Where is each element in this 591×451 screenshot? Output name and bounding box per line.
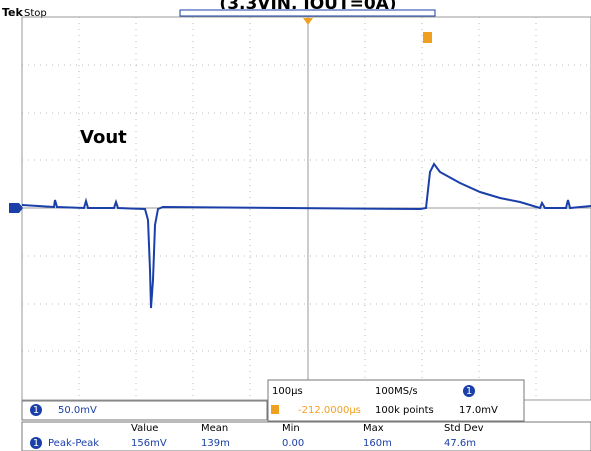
waveform — [21, 162, 591, 309]
record-bar — [179, 9, 436, 17]
position: -212.0000µs — [298, 405, 361, 416]
record-length: 100k points — [375, 405, 434, 416]
graticule — [22, 17, 591, 400]
top-bar — [0, 9, 591, 17]
meas-value: 139m — [201, 438, 230, 449]
trigger-marker — [303, 18, 313, 25]
meas-header: Max — [363, 423, 384, 434]
trigger-channel-number: 1 — [466, 386, 472, 397]
meas-value: 156mV — [131, 438, 167, 449]
brand: Tek — [2, 6, 24, 19]
trigger-level: 17.0mV — [459, 405, 498, 416]
meas-channel — [30, 437, 42, 449]
meas-header: Mean — [201, 423, 228, 434]
meas-header: Std Dev — [444, 423, 484, 434]
sample-rate: 100MS/s — [375, 386, 418, 397]
meas-header: Min — [282, 423, 300, 434]
channel-number: 1 — [33, 405, 39, 416]
meas-header: Value — [131, 423, 158, 434]
status: Stop — [24, 8, 47, 19]
channel-badge — [30, 404, 42, 416]
meas-channel-number: 1 — [33, 438, 39, 449]
timebase: 100µs — [272, 386, 303, 397]
position-icon — [271, 405, 279, 414]
meas-name: Peak-Peak — [48, 438, 99, 449]
trigger-position — [423, 32, 432, 43]
channel-scale: 50.0mV — [58, 405, 97, 416]
measurement-panel — [21, 421, 591, 451]
channel-marker — [9, 203, 23, 213]
channel-panel — [21, 400, 268, 421]
annotation: Vout — [80, 127, 127, 148]
meas-value: 0.00 — [282, 438, 304, 449]
meas-value: 47.6m — [444, 438, 476, 449]
acquisition-panel — [267, 379, 525, 422]
meas-value: 160m — [363, 438, 392, 449]
trigger-channel — [463, 385, 475, 397]
